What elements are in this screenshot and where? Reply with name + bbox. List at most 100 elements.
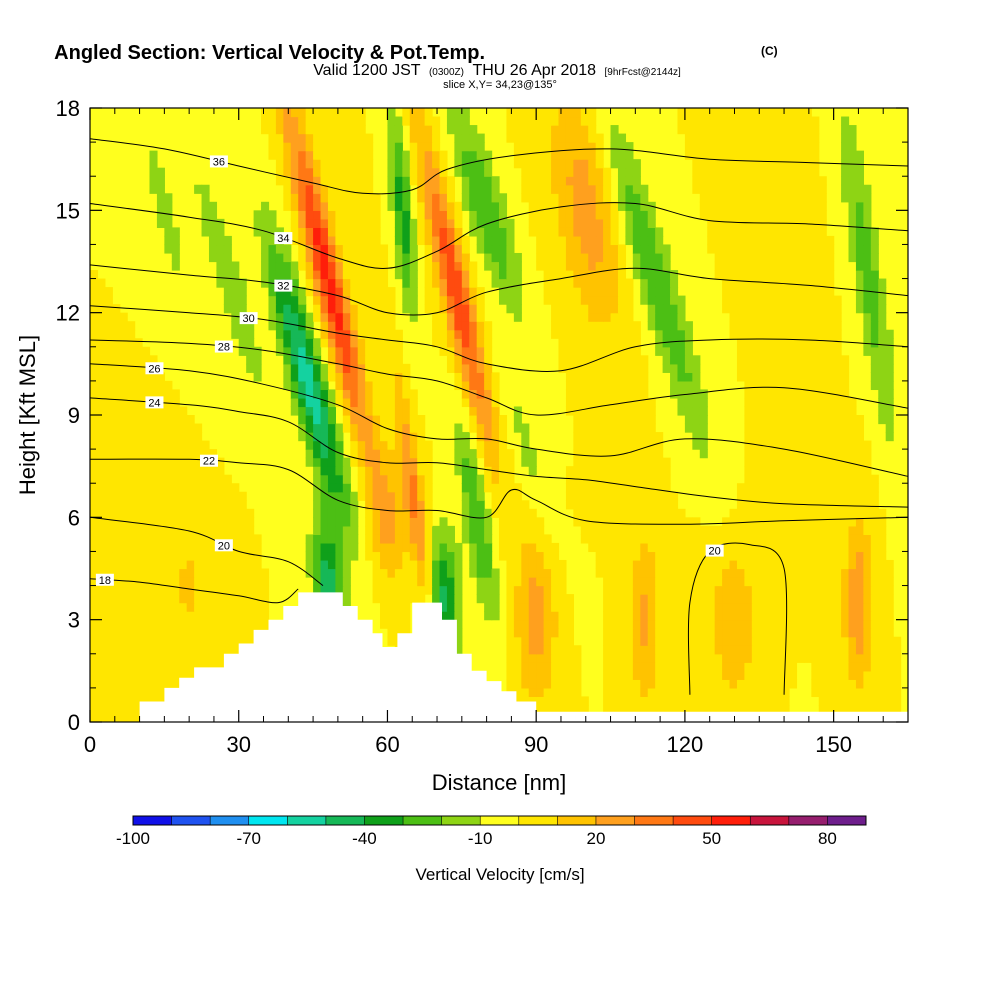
velocity-cell	[803, 252, 812, 263]
velocity-cell	[350, 449, 359, 459]
velocity-cell	[789, 611, 798, 621]
velocity-cell	[603, 636, 612, 646]
velocity-cell	[625, 517, 634, 527]
velocity-cell	[655, 559, 664, 570]
velocity-cell	[313, 244, 322, 254]
velocity-cell	[380, 491, 389, 501]
velocity-cell	[625, 602, 634, 612]
velocity-cell	[870, 508, 879, 518]
velocity-cell	[811, 568, 820, 578]
velocity-cell	[223, 551, 232, 561]
velocity-cell	[320, 517, 329, 527]
velocity-cell	[409, 244, 418, 254]
velocity-cell	[565, 687, 574, 698]
velocity-cell	[662, 312, 671, 322]
velocity-cell	[97, 696, 106, 706]
velocity-cell	[201, 611, 210, 621]
velocity-cell	[617, 176, 627, 186]
velocity-cell	[766, 252, 775, 263]
velocity-cell	[90, 287, 99, 297]
velocity-cell	[372, 594, 381, 604]
velocity-cell	[655, 525, 664, 535]
velocity-cell	[201, 483, 210, 493]
velocity-cell	[558, 227, 567, 237]
velocity-cell	[714, 585, 723, 595]
velocity-cell	[855, 201, 864, 211]
velocity-cell	[179, 466, 188, 476]
velocity-cell	[513, 304, 522, 314]
velocity-cell	[595, 568, 604, 578]
velocity-cell	[424, 577, 433, 587]
velocity-cell	[305, 235, 314, 246]
velocity-cell	[90, 278, 99, 288]
velocity-cell	[603, 329, 612, 339]
velocity-cell	[573, 329, 582, 339]
velocity-cell	[580, 287, 589, 297]
velocity-cell	[885, 355, 894, 365]
velocity-cell	[179, 457, 188, 467]
velocity-cell	[119, 346, 128, 356]
velocity-cell	[536, 662, 545, 672]
velocity-cell	[573, 491, 582, 501]
velocity-cell	[789, 551, 798, 561]
velocity-cell	[818, 628, 827, 638]
velocity-cell	[588, 287, 597, 297]
velocity-cell	[647, 559, 656, 570]
velocity-cell	[104, 500, 113, 510]
velocity-cell	[699, 525, 708, 535]
velocity-cell	[580, 696, 589, 706]
velocity-cell	[677, 304, 686, 314]
velocity-cell	[394, 372, 403, 382]
velocity-cell	[491, 568, 500, 578]
velocity-cell	[640, 406, 649, 416]
velocity-cell	[231, 559, 240, 570]
velocity-cell	[446, 252, 455, 263]
velocity-cell	[729, 508, 738, 518]
velocity-cell	[461, 491, 470, 501]
velocity-cell	[617, 559, 627, 570]
velocity-cell	[714, 645, 723, 655]
velocity-cell	[536, 159, 545, 169]
velocity-cell	[469, 184, 478, 194]
velocity-cell	[365, 235, 374, 246]
velocity-cell	[513, 159, 522, 169]
velocity-cell	[744, 628, 753, 638]
velocity-cell	[640, 704, 649, 715]
velocity-cell	[305, 551, 314, 561]
velocity-cell	[632, 696, 641, 706]
velocity-cell	[870, 363, 879, 373]
velocity-cell	[231, 312, 240, 322]
velocity-cell	[261, 594, 270, 604]
velocity-cell	[313, 295, 322, 305]
velocity-cell	[357, 457, 366, 467]
velocity-cell	[803, 244, 812, 254]
velocity-cell	[595, 329, 604, 339]
velocity-cell	[632, 653, 641, 663]
velocity-cell	[684, 355, 693, 365]
velocity-cell	[863, 525, 872, 535]
velocity-cell	[573, 227, 582, 237]
velocity-cell	[744, 645, 753, 655]
velocity-cell	[365, 159, 374, 169]
velocity-cell	[112, 304, 121, 314]
velocity-cell	[208, 585, 218, 595]
velocity-cell	[766, 679, 775, 689]
velocity-cell	[439, 201, 448, 211]
velocity-cell	[759, 611, 768, 621]
velocity-cell	[803, 338, 812, 348]
velocity-cell	[707, 176, 716, 186]
velocity-cell	[402, 423, 411, 433]
velocity-cell	[194, 440, 203, 450]
velocity-cell	[588, 397, 597, 408]
velocity-cell	[774, 466, 783, 476]
velocity-cell	[506, 491, 515, 501]
velocity-cell	[112, 432, 121, 442]
velocity-cell	[417, 423, 426, 433]
velocity-cell	[662, 278, 671, 288]
velocity-cell	[632, 474, 641, 484]
velocity-cell	[841, 474, 850, 484]
velocity-cell	[610, 662, 619, 672]
velocity-cell	[774, 406, 783, 416]
velocity-cell	[357, 380, 366, 391]
velocity-cell	[409, 415, 418, 425]
